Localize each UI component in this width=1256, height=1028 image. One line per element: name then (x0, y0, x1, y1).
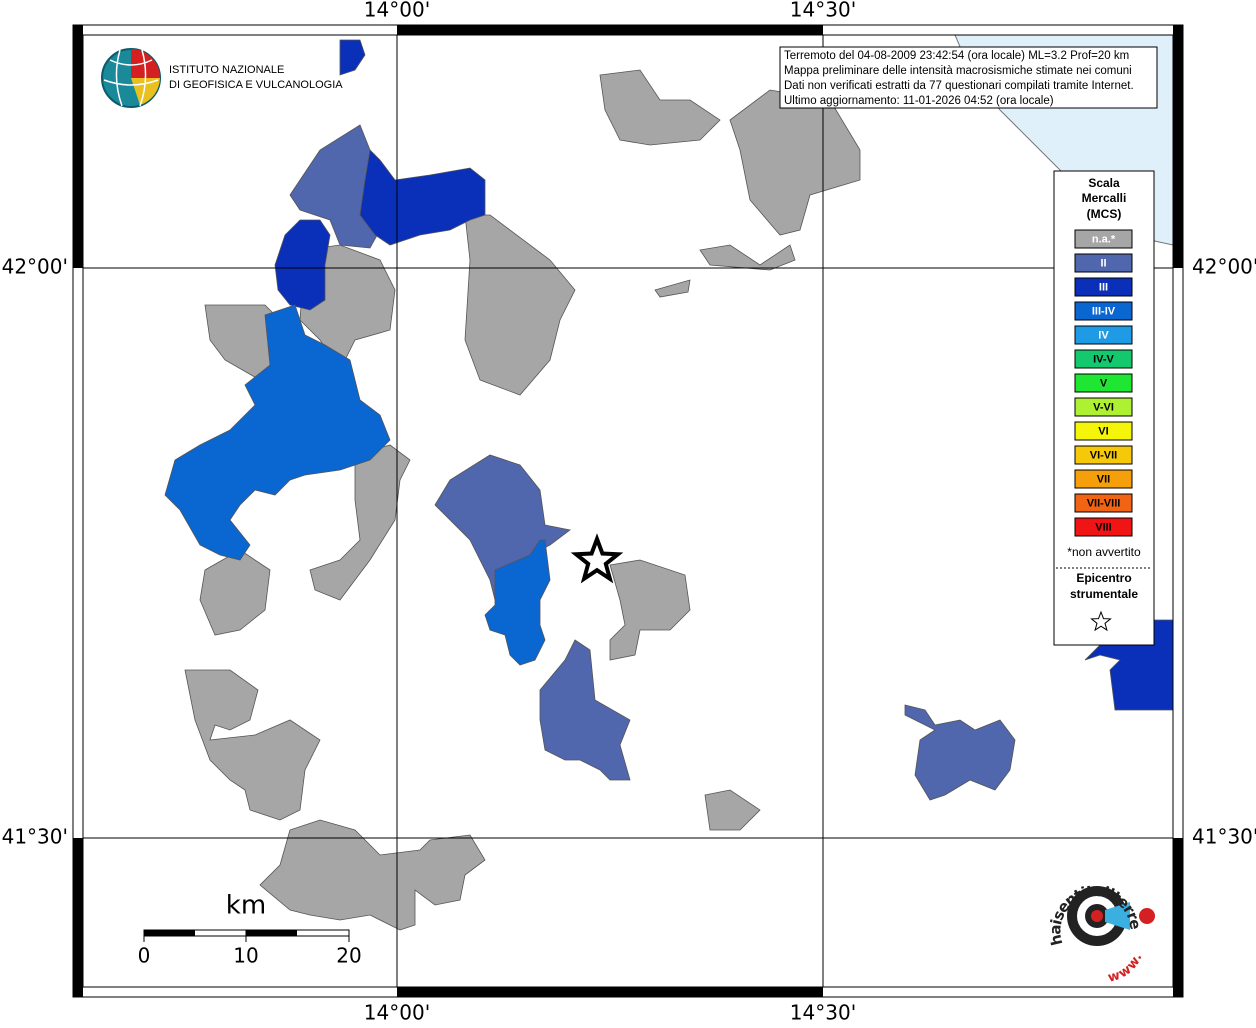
legend-swatch (1074, 493, 1133, 513)
scale-unit: km (226, 891, 266, 921)
epicenter (570, 533, 624, 584)
legend-star (1090, 610, 1112, 632)
regions (164, 39, 1174, 931)
lon-label: 14°00' (364, 1001, 430, 1025)
region (539, 639, 631, 781)
logo-text: DI GEOFISICA E VULCANOLOGIA (169, 79, 343, 91)
info-box: Terremoto del 04-08-2009 23:42:54 (ora l… (779, 46, 1158, 109)
scale-bar: km 0 10 20 (138, 891, 362, 968)
info-line: Terremoto del 04-08-2009 23:42:54 (ora l… (784, 50, 1129, 62)
legend-swatch (1074, 301, 1133, 321)
legend-title: (MCS) (1087, 207, 1122, 221)
legend-swatch (1074, 229, 1133, 249)
legend-swatch (1074, 421, 1133, 441)
legend-epicenter: Epicentro (1076, 571, 1131, 585)
logo-text: ISTITUTO NAZIONALE (169, 64, 284, 76)
region (599, 69, 721, 146)
legend: Scala Mercalli (MCS) *non avvertito Epic… (1053, 170, 1155, 646)
legend-swatch (1074, 253, 1133, 273)
lon-label: 14°30' (790, 1001, 856, 1025)
legend-swatch (1074, 349, 1133, 369)
legend-footnote: *non avvertito (1067, 545, 1141, 559)
legend-label: VIII (1095, 521, 1112, 533)
region (904, 704, 1016, 801)
region (699, 244, 796, 271)
region (434, 454, 571, 601)
legend-label: V-VI (1093, 401, 1114, 413)
legend-swatch (1074, 397, 1133, 417)
lon-label: 14°30' (790, 0, 856, 22)
frame (72, 24, 1184, 998)
legend-label: VI-VII (1090, 449, 1118, 461)
scale-label: 20 (336, 944, 361, 968)
legend-label: n.a.* (1092, 233, 1116, 245)
info-line: Ultimo aggiornamento: 11-01-2026 04:52 (… (784, 95, 1054, 107)
legend-label: IV-V (1093, 353, 1114, 365)
legend-label: VII-VIII (1087, 497, 1121, 509)
legend-label: VI (1098, 425, 1108, 437)
lat-label: 42°00' (1192, 255, 1256, 279)
region (654, 279, 691, 298)
info-line: Mappa preliminare delle intensità macros… (784, 65, 1132, 77)
legend-swatch (1074, 325, 1133, 345)
legend-title: Mercalli (1082, 191, 1127, 205)
legend-epicenter: strumentale (1070, 587, 1138, 601)
graticule (83, 35, 1173, 987)
region (359, 149, 486, 246)
ingv-logo: ISTITUTO NAZIONALE DI GEOFISICA E VULCAN… (101, 48, 343, 108)
legend-label: IV (1098, 329, 1109, 341)
legend-title: Scala (1088, 176, 1120, 190)
region (339, 39, 366, 76)
region (484, 539, 551, 666)
region (609, 559, 691, 661)
lat-label: 42°00' (2, 255, 68, 279)
region (309, 444, 411, 601)
region (274, 219, 331, 311)
scale-label: 10 (233, 944, 258, 968)
legend-label: V (1100, 377, 1108, 389)
info-line: Dati non verificati estratti da 77 quest… (784, 80, 1134, 92)
legend-swatch (1074, 445, 1133, 465)
region (704, 789, 761, 831)
lon-label: 14°00' (364, 0, 430, 22)
legend-label: VII (1097, 473, 1110, 485)
legend-label: III (1099, 281, 1108, 293)
region (199, 549, 271, 636)
scale-label: 0 (138, 944, 151, 968)
badge-prefix: www. (1106, 951, 1145, 985)
legend-swatch (1074, 277, 1133, 297)
legend-label: II (1100, 257, 1106, 269)
region (164, 304, 391, 561)
legend-label: III-IV (1092, 305, 1116, 317)
region (729, 89, 861, 236)
legend-swatch (1074, 469, 1133, 489)
lat-label: 41°30' (2, 825, 68, 849)
lat-label: 41°30' (1192, 825, 1256, 849)
legend-swatch (1074, 373, 1133, 393)
legend-swatch (1074, 517, 1133, 537)
region (184, 669, 321, 821)
region (259, 819, 486, 931)
region (464, 214, 576, 396)
